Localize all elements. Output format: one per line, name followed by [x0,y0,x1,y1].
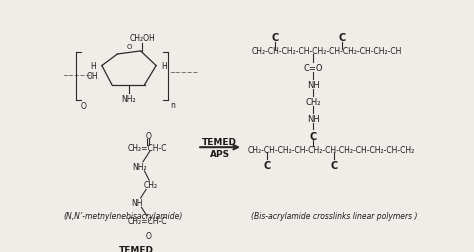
Text: n: n [170,101,175,110]
Text: CH₂: CH₂ [144,180,158,189]
Text: H: H [162,62,167,71]
Text: TEMED: TEMED [202,137,237,146]
Text: APS: APS [210,149,230,158]
Text: C: C [264,160,271,170]
Text: CH₂-CH-CH₂-CH-CH₂-CH-CH₂-CH-CH₂-CH: CH₂-CH-CH₂-CH-CH₂-CH-CH₂-CH-CH₂-CH [251,47,402,56]
Text: CH₂OH: CH₂OH [129,34,155,43]
Text: C: C [338,33,346,43]
Text: C: C [331,160,338,170]
Text: CH₂=CH-C: CH₂=CH-C [128,216,167,225]
Text: NH: NH [307,81,320,90]
Text: O: O [126,44,132,50]
Text: (Bis-acrylamide crosslinks linear polymers ): (Bis-acrylamide crosslinks linear polyme… [251,211,418,220]
Text: NH: NH [131,198,143,207]
Text: CH₂=CH-C: CH₂=CH-C [128,144,167,153]
Text: ~~~~~: ~~~~~ [169,70,199,75]
Text: NH₂: NH₂ [122,95,137,104]
Text: NH₂: NH₂ [133,162,147,171]
Text: C: C [271,33,278,43]
Text: H: H [91,62,96,71]
Text: OH: OH [86,72,98,81]
Text: TEMED: TEMED [119,245,154,252]
Text: CH₂: CH₂ [306,98,321,107]
Text: ~~~~~: ~~~~~ [63,73,92,79]
Text: C=O: C=O [304,64,323,73]
Text: O: O [146,132,151,141]
Text: CH₂-CH-CH₂-CH-CH₂-CH-CH₂-CH-CH₂-CH-CH₂: CH₂-CH-CH₂-CH-CH₂-CH-CH₂-CH-CH₂-CH-CH₂ [247,145,415,154]
Text: NH: NH [307,115,320,124]
Text: (N,N’-metnylenebisacrylamide): (N,N’-metnylenebisacrylamide) [63,211,182,220]
Text: O: O [81,102,87,111]
Text: C: C [310,131,317,141]
Text: O: O [146,231,151,240]
